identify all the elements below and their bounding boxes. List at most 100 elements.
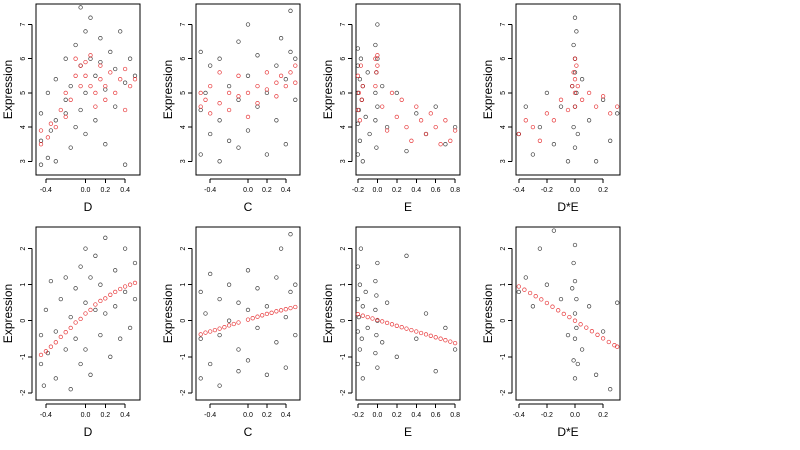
panel-6-point xyxy=(245,317,251,322)
panel-3-point xyxy=(373,56,378,61)
panel-8-point xyxy=(572,336,578,341)
panel-5-point xyxy=(103,296,108,301)
panel-3-point xyxy=(448,138,453,143)
panel-7-x-tick-label: 0.0 xyxy=(373,412,383,419)
panel-3-point xyxy=(433,124,438,130)
panel-8-point xyxy=(516,284,521,289)
panel-7-y-tick-label: -2 xyxy=(340,390,347,396)
panel-4-point xyxy=(615,104,620,109)
panel-4-y-tick-label: 4 xyxy=(500,125,507,129)
panel-6-point xyxy=(274,309,279,314)
panel-2-x-tick-label: 0.4 xyxy=(281,187,291,194)
panel-5-point xyxy=(132,280,138,286)
panel-4-point xyxy=(608,138,613,143)
panel-8-point xyxy=(544,300,550,306)
panel-2: -0.4 0.0 0.2 0.4 C 3 4 5 6 7 Expression xyxy=(161,3,301,214)
panel-4-x-tick-label: 0.0 xyxy=(570,187,580,194)
panel-5-point xyxy=(93,302,98,307)
panel-2-point xyxy=(264,87,270,92)
panel-2-point xyxy=(208,131,213,137)
panel-3-point xyxy=(384,128,390,133)
panel-4-series-2 xyxy=(516,56,620,143)
panel-2-y-title: Expression xyxy=(161,60,175,119)
panel-1-point xyxy=(73,56,78,61)
panel-5-point xyxy=(53,340,58,345)
panel-7-point xyxy=(433,335,438,340)
panel-2-point xyxy=(274,94,279,99)
panel-8-point xyxy=(572,318,578,323)
panel-2-point xyxy=(288,70,293,75)
panel-2-y-tick-label: 6 xyxy=(180,57,187,61)
panel-8-point xyxy=(561,311,566,317)
panel-4-y-title: Expression xyxy=(481,60,495,119)
panel-4-point xyxy=(570,83,575,89)
panel-3-point xyxy=(409,138,414,143)
panel-3-point xyxy=(367,131,372,137)
panel-2-point xyxy=(217,118,222,123)
panel-1-point xyxy=(113,104,118,109)
panel-3-point xyxy=(428,111,433,116)
panel-4-point xyxy=(558,97,564,102)
panel-1-x-tick-label: -0.4 xyxy=(40,187,52,194)
panel-2-y-tick-label: 4 xyxy=(180,125,187,129)
panel-2-point xyxy=(217,101,222,106)
panel-6-y-tick-label: 0 xyxy=(180,319,187,323)
panel-8-y-tick-label: -2 xyxy=(500,390,507,396)
panel-5-frame xyxy=(35,226,141,401)
panel-1-series-1 xyxy=(38,5,138,167)
panel-4-point xyxy=(572,70,578,75)
panel-7-series-1 xyxy=(355,246,458,381)
panel-2-y-tick-label: 3 xyxy=(180,159,187,163)
panel-6-point xyxy=(208,271,213,277)
panel-2-frame xyxy=(195,3,301,176)
panel-8-series-2 xyxy=(516,284,620,349)
panel-8-point xyxy=(600,329,606,334)
panel-1-point xyxy=(53,159,58,164)
panel-1-point xyxy=(98,63,103,68)
panel-3-x-tick-label: 0.4 xyxy=(411,187,421,194)
panel-3-series-2 xyxy=(355,53,458,147)
panel-3-point xyxy=(389,90,395,96)
panel-3-point xyxy=(374,70,379,75)
panel-6-point xyxy=(231,321,236,327)
panel-1-point xyxy=(63,97,68,102)
panel-7-point xyxy=(358,246,364,251)
panel-2-point xyxy=(236,145,241,150)
panel-5-x-tick-label: 0.2 xyxy=(100,412,110,419)
panel-2-point xyxy=(278,36,284,41)
panel-7-point xyxy=(365,314,370,320)
panel-3-point xyxy=(355,121,361,126)
panel-8-x-tick-label: 0.0 xyxy=(570,412,580,419)
panel-2-point xyxy=(283,77,288,82)
panel-1-point xyxy=(68,97,73,102)
panel-5-x-title: D xyxy=(84,425,93,439)
panel-2-point xyxy=(264,152,270,157)
panel-6-point xyxy=(212,327,218,333)
panel-6-point xyxy=(203,311,208,316)
panel-3-y-tick-label: 3 xyxy=(340,159,347,163)
panel-8-point xyxy=(572,242,578,248)
panel-5-point xyxy=(127,325,133,331)
panel-7-point xyxy=(438,336,443,341)
panel-3-point xyxy=(355,107,361,113)
panel-5-point xyxy=(41,383,47,388)
panel-6-point xyxy=(283,365,288,370)
panel-5-point xyxy=(73,320,78,325)
panel-3-frame xyxy=(355,3,461,176)
panel-1-point xyxy=(38,162,44,167)
panel-8-y-tick-label: -1 xyxy=(500,354,507,360)
panel-7-point xyxy=(423,311,429,316)
panel-8-y-tick-label: 1 xyxy=(500,283,507,287)
panel-4-x-tick-label: -0.2 xyxy=(541,187,553,194)
panel-2-point xyxy=(293,80,298,85)
panel-7-point xyxy=(443,325,448,331)
panel-1-point xyxy=(113,66,118,72)
panel-1-frame xyxy=(35,3,141,176)
panel-2-point xyxy=(236,94,241,99)
panel-6-point xyxy=(226,323,232,328)
panel-7-point xyxy=(399,325,404,330)
panel-7-y-title: Expression xyxy=(321,284,335,343)
panel-8-point xyxy=(570,286,575,291)
panel-7-point xyxy=(363,289,368,295)
panel-2-point xyxy=(198,49,203,55)
